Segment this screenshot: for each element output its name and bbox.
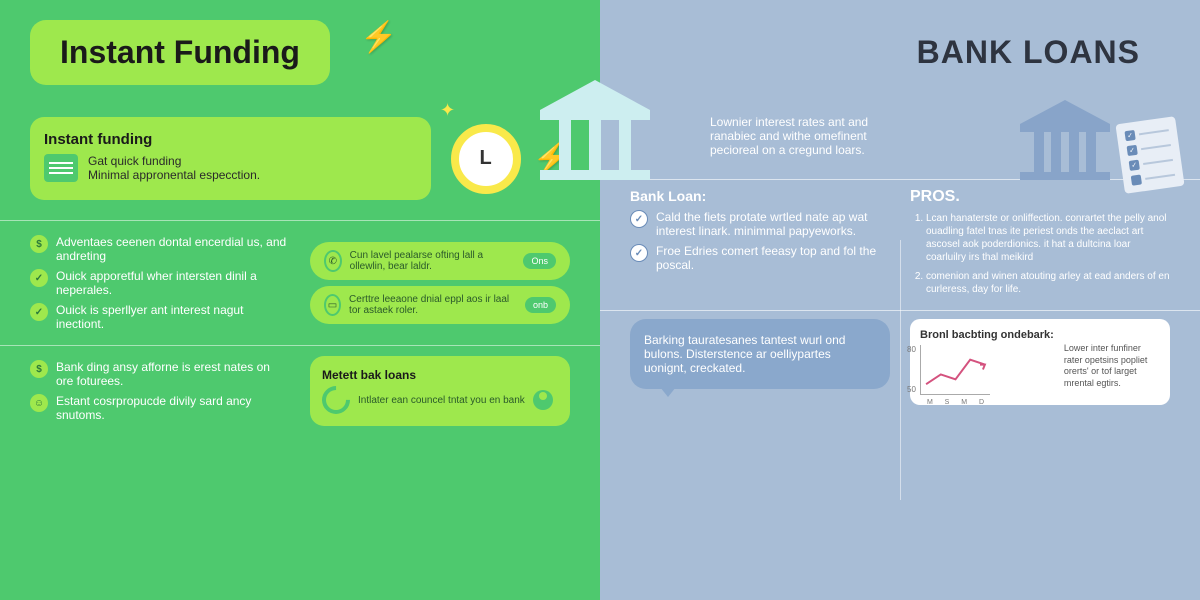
mini-chart: 80 50 M S M D <box>920 345 990 395</box>
bank-building-icon <box>540 80 650 180</box>
card-title: Instant funding <box>44 131 417 148</box>
document-icon <box>44 154 78 182</box>
advantages-list: $ Adventaes ceenen dontal encerdial us, a… <box>30 229 290 337</box>
item-text: Adventaes ceenen dontal encerdial us, an… <box>56 235 290 263</box>
pill-item: ✆ Cun lavel pealarse ofting lall a ollew… <box>310 242 570 280</box>
left-row-2: $ Adventaes ceenen dontal encerdial us, a… <box>30 229 570 337</box>
person-icon: ☺ <box>30 394 48 412</box>
divider <box>0 220 600 221</box>
meter-icon <box>316 380 356 420</box>
item-text: Ouick apporetful wher intersten dinil a … <box>56 269 290 297</box>
list-item: ✓ Cald the fiets protate wrtled nate ap w… <box>630 210 890 238</box>
left-row-3: $ Bank ding ansy afforne is erest nates o… <box>30 354 570 428</box>
pros-item: Lcan hanaterste or onliffection. conrart… <box>926 212 1170 264</box>
left-header: Instant Funding ⚡ <box>30 20 570 85</box>
item-text: Froe Edries comert feeasy top and fol th… <box>656 244 890 272</box>
item-text: Bank ding ansy afforne is erest nates on… <box>56 360 290 388</box>
pill-tag: onb <box>525 297 556 313</box>
x-label: S <box>945 399 950 406</box>
list-item: ✓ Ouick is sperllyer ant interest nagut i… <box>30 303 290 331</box>
list-item: $ Adventaes ceenen dontal encerdial us, a… <box>30 235 290 263</box>
right-panel: BANK LOANS ✓ ✓ ✓ <box>600 0 1200 600</box>
chart-title: Bronl bacbting ondebark: <box>920 329 1054 341</box>
pill-text: Cun lavel pealarse ofting lall a ollewli… <box>350 250 516 272</box>
card2-text: Intlater ean councel tntat you en bank <box>358 395 525 406</box>
item-text: Cald the fiets protate wrtled nate ap wa… <box>656 210 890 238</box>
clock-letter: L <box>480 147 492 170</box>
x-label: M <box>961 399 967 406</box>
card-icon: ▭ <box>324 294 341 316</box>
bottom-list: $ Bank ding ansy afforne is erest nates o… <box>30 354 290 428</box>
pros-box: PROS. Lcan hanaterste or onliffection. c… <box>910 188 1170 302</box>
checklist-icon: ✓ ✓ ✓ <box>1115 116 1184 194</box>
building-right <box>1020 100 1110 180</box>
card2-title: Metett bak loans <box>322 368 558 382</box>
check-icon: ✓ <box>630 210 648 228</box>
pill-tag: Ons <box>523 253 556 269</box>
y-label: 50 <box>907 385 916 394</box>
pills-column: ✆ Cun lavel pealarse ofting lall a ollew… <box>310 236 570 330</box>
intro-text: Lownier interest rates ant and ranabiec … <box>710 115 910 157</box>
vertical-divider <box>900 240 901 500</box>
instant-funding-card: Instant funding Gat quick funding Minima… <box>30 117 431 200</box>
chart-box: Bronl bacbting ondebark: 80 50 M S M <box>910 319 1170 405</box>
pill-item: ▭ Certtre leeaone dnial eppl aos ir laal… <box>310 286 570 324</box>
item-text: Estant cosrpropucde divily sard ancy snu… <box>56 394 290 422</box>
bank-loan-list: ✓ Cald the fiets protate wrtled nate ap w… <box>630 210 890 272</box>
y-label: 80 <box>907 345 916 354</box>
meter-card: Metett bak loans Intlater ean councel tn… <box>310 356 570 426</box>
divider <box>0 345 600 346</box>
sparkle-icon: ✦ <box>440 100 455 121</box>
left-title: Instant Funding <box>30 20 330 85</box>
list-item: $ Bank ding ansy afforne is erest nates o… <box>30 360 290 388</box>
check-icon: ✓ <box>30 269 48 287</box>
dollar-icon: $ <box>30 360 48 378</box>
phone-icon: ✆ <box>324 250 342 272</box>
check-icon: ✓ <box>30 303 48 321</box>
right-title: BANK LOANS <box>887 20 1170 85</box>
list-item: ☺ Estant cosrpropucde divily sard ancy sn… <box>30 394 290 422</box>
left-panel: Instant Funding ⚡ ✦ Instant funding Gat … <box>0 0 600 600</box>
lightning-icon: ⚡ <box>360 20 397 55</box>
x-label: M <box>927 399 933 406</box>
chart-desc: Lower inter funfiner rater opetsins popl… <box>1064 329 1160 395</box>
list-item: ✓ Ouick apporetful wher intersten dinil a… <box>30 269 290 297</box>
bank-loan-heading: Bank Loan: <box>630 188 890 204</box>
dollar-icon: $ <box>30 235 48 253</box>
card-line-1: Gat quick funding <box>88 154 260 168</box>
speech-bubble: Barking tauratesanes tantest wurl ond bu… <box>630 319 890 389</box>
left-row-1: Instant funding Gat quick funding Minima… <box>30 105 570 212</box>
x-label: D <box>979 399 984 406</box>
divider <box>600 179 1200 180</box>
check-icon: ✓ <box>630 244 648 262</box>
card-row: Gat quick funding Minimal appronental es… <box>44 154 417 182</box>
speech-text: Barking tauratesanes tantest wurl ond bu… <box>644 333 845 375</box>
item-text: Ouick is sperllyer ant interest nagut in… <box>56 303 290 331</box>
card-line-2: Minimal appronental especction. <box>88 168 260 182</box>
intro-paragraph: Lownier interest rates ant and ranabiec … <box>710 115 910 157</box>
infographic-container: Instant Funding ⚡ ✦ Instant funding Gat … <box>0 0 1200 600</box>
pill-text: Certtre leeaone dnial eppl aos ir laal t… <box>349 294 517 316</box>
bank-building-icon <box>1020 100 1110 180</box>
chart-line-icon <box>921 345 990 394</box>
list-item: ✓ Froe Edries comert feeasy top and fol t… <box>630 244 890 272</box>
clock-icon: L <box>451 124 521 194</box>
building-center <box>540 80 650 180</box>
pros-item: comenion and winen atouting arley at ead… <box>926 270 1170 296</box>
avatar-icon <box>533 390 553 410</box>
